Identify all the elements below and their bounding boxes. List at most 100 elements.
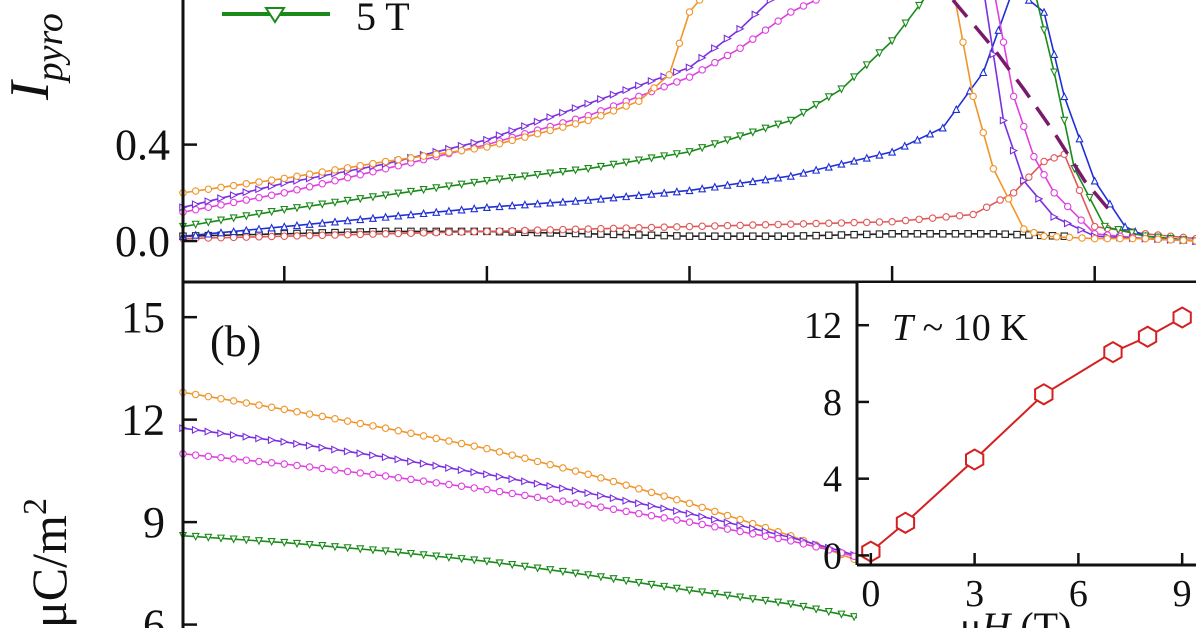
series-6-point-32	[584, 116, 592, 125]
series-6	[179, 0, 1196, 245]
series-5-point-29	[546, 113, 555, 122]
series-1-point-7	[267, 436, 277, 445]
series-6-point-2	[204, 185, 213, 193]
series-2-point-11	[318, 464, 327, 473]
series-4-point-5	[242, 196, 251, 204]
series-3-point-42	[710, 140, 719, 149]
series-3-point-48	[786, 116, 795, 125]
series-2-point-11	[318, 218, 327, 227]
series-2-point-9	[293, 461, 301, 470]
series-3-point-53	[850, 73, 859, 82]
series-6-point-8	[280, 174, 289, 183]
series-2-point-20	[432, 479, 440, 487]
series-6-point-68	[1030, 228, 1038, 237]
series-4-point-6	[255, 193, 263, 202]
series-1-point-8	[280, 437, 289, 446]
series-3-point-44	[736, 593, 745, 602]
series-0-point-4	[229, 397, 238, 405]
series-3-point-25	[495, 559, 504, 568]
series-4-point-14	[356, 170, 365, 179]
inset-xtick-label-0: 0	[861, 573, 880, 615]
series-1-point-21	[445, 228, 453, 237]
series-3-point-38	[660, 582, 669, 592]
series-3-point-23	[470, 556, 479, 565]
series-2-point-57	[900, 141, 909, 150]
series-1-point-6	[255, 434, 264, 443]
series-0-point-42	[711, 232, 719, 240]
series-6-point-13	[343, 164, 352, 172]
series-2-point-15	[369, 470, 377, 479]
series-4-point-46	[761, 26, 770, 34]
series-4-point-70	[1050, 189, 1058, 197]
series-6-point-25	[495, 139, 504, 148]
series-5-point-4	[229, 191, 239, 200]
series-7-line	[951, 0, 1117, 219]
panel-b-ylabel: μC/m2	[17, 498, 77, 628]
series-1-point-46	[761, 221, 770, 229]
series-0-point-2	[965, 448, 985, 471]
series-0-point-66	[1013, 230, 1021, 239]
series-6-point-18	[407, 154, 415, 162]
series-3-point-40	[685, 148, 694, 157]
panel-b-ytick-label-3: 15	[121, 293, 165, 342]
series-0-point-46	[761, 232, 770, 240]
series-4-point-49	[799, 2, 808, 10]
series-0-point-41	[698, 232, 706, 240]
series-2-point-43	[723, 525, 732, 533]
series-2-point-27	[521, 491, 529, 500]
series-5-point-43	[723, 34, 732, 43]
series-4-point-4	[229, 198, 238, 207]
series-0-point-2	[204, 392, 213, 401]
series-1-point-5	[242, 233, 251, 241]
series-3-point-27	[520, 172, 529, 181]
series-2-point-50	[812, 165, 821, 174]
series-5-point-65	[999, 116, 1008, 125]
series-2-point-40	[685, 185, 694, 195]
series-3-point-73	[1100, 222, 1109, 231]
series-2-point-70	[1075, 134, 1084, 143]
series-3-point-33	[596, 573, 605, 582]
panel-a-ytick-label-0: 0.0	[115, 217, 170, 266]
series-3-point-9	[292, 539, 302, 549]
series-3-point-75	[1127, 229, 1136, 238]
series-3-point-11	[318, 542, 327, 551]
series-0-point-42	[711, 507, 719, 516]
inset-xtick-label-1: 3	[965, 573, 984, 615]
series-0-point-23	[470, 442, 478, 450]
series-0-point-48	[787, 232, 795, 240]
series-0-point-44	[736, 515, 744, 524]
series-1-point-17	[394, 455, 403, 464]
series-1-point-68	[1050, 154, 1058, 162]
series-1-point-37	[647, 223, 656, 232]
series-0-point-49	[799, 232, 808, 240]
series-2-point-43	[723, 180, 732, 189]
series-3-point-46	[761, 124, 770, 133]
series-1-point-1	[191, 425, 201, 434]
series-3-point-10	[305, 540, 314, 550]
series-2-point-42	[711, 523, 719, 531]
series-6-point-6	[255, 178, 263, 186]
series-2-point-18	[407, 475, 415, 484]
series-1-point-41	[698, 222, 706, 231]
series-2-point-23	[470, 204, 479, 213]
series-3-point-17	[394, 548, 403, 557]
series-3-point-47	[774, 120, 783, 129]
series-0-point-15	[369, 422, 377, 430]
series-3-point-47	[774, 598, 783, 607]
series-3-point-21	[444, 182, 454, 191]
series-2-point-5	[242, 225, 251, 234]
series-3-point-49	[799, 108, 808, 118]
series-3-point-43	[723, 591, 732, 600]
series-2-point-9	[292, 220, 302, 230]
series-3-point-19	[419, 551, 428, 560]
series-1-point-33	[597, 224, 605, 233]
series-2-point-4	[229, 455, 238, 463]
series-2-point-51	[824, 162, 833, 171]
series-2-point-72	[1105, 199, 1114, 208]
panel-a-ytick-label-1: 0.4	[115, 121, 170, 170]
panel-b-ylabel-sup: 2	[17, 498, 54, 515]
series-4-point-13	[343, 174, 352, 182]
series-0-point-5	[242, 399, 251, 407]
series-1-point-28	[533, 479, 542, 488]
series-6-point-16	[381, 157, 390, 166]
